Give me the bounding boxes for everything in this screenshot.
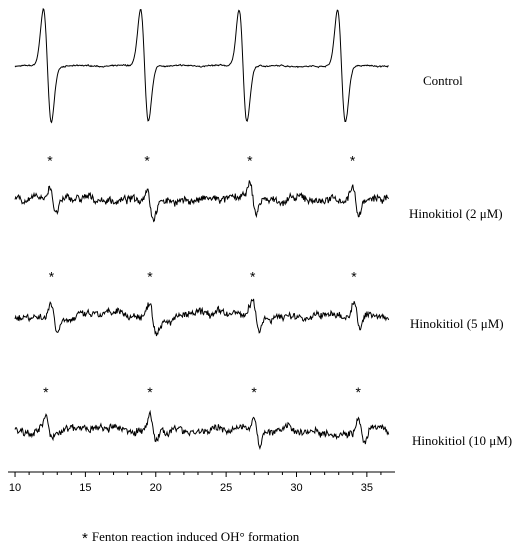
x-tick-label: 20 (150, 482, 162, 494)
peak-marker-3-2: * (251, 384, 257, 400)
series-label-hinokitiol-5um: Hinokitiol (5 μM) (410, 316, 504, 331)
series-line-1 (14, 180, 390, 223)
peak-marker-2-3: * (351, 268, 357, 284)
peak-markers: **************** (43, 152, 361, 400)
peak-marker-3-3: * (355, 384, 361, 400)
x-tick-label: 35 (361, 482, 373, 494)
footnote: * Fenton reaction induced OH° formation (82, 528, 300, 547)
peak-marker-1-2: * (247, 152, 253, 168)
series-line-2 (14, 298, 390, 337)
series-line-0 (14, 7, 389, 124)
series-line-3 (14, 409, 390, 450)
footnote-text: Fenton reaction induced OH° formation (91, 529, 300, 544)
peak-marker-2-1: * (147, 268, 153, 284)
x-axis: 10 15 20 25 30 35 (8, 471, 395, 494)
peak-marker-2-2: * (250, 268, 256, 284)
peak-marker-1-3: * (350, 152, 356, 168)
peak-marker-2-0: * (49, 268, 55, 284)
peak-marker-3-0: * (43, 384, 49, 400)
spectra-traces (14, 7, 390, 450)
series-label-hinokitiol-10um: Hinokitiol (10 μM) (412, 433, 513, 448)
peak-marker-3-1: * (147, 384, 153, 400)
peak-marker-1-0: * (47, 152, 53, 168)
series-label-hinokitiol-2um: Hinokitiol (2 μM) (409, 206, 503, 221)
peak-marker-1-1: * (144, 152, 150, 168)
series-label-control: Control (423, 73, 463, 88)
x-tick-label: 25 (220, 482, 232, 494)
footnote-symbol: * (82, 530, 88, 547)
x-tick-label: 10 (9, 482, 21, 494)
x-tick-label: 15 (79, 482, 91, 494)
x-tick-label: 30 (290, 482, 302, 494)
